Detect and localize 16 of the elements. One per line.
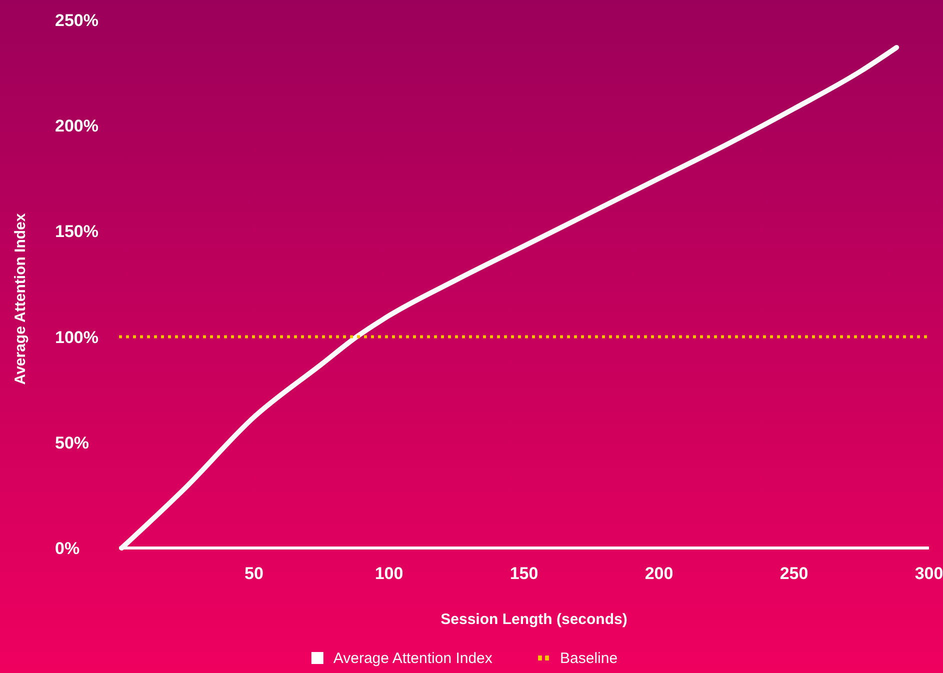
- legend-label: Average Attention Index: [333, 650, 493, 667]
- x-tick-label: 250: [780, 564, 808, 583]
- y-tick-label: 50%: [55, 433, 90, 452]
- y-tick-label: 0%: [55, 538, 80, 558]
- x-tick-label: 300: [914, 564, 943, 583]
- y-tick-label: 150%: [55, 222, 98, 242]
- x-tick-label: 50: [244, 564, 264, 583]
- y-axis-title: Average Attention Index: [12, 212, 29, 385]
- legend-label: Baseline: [560, 650, 618, 667]
- x-tick-label: 150: [510, 564, 538, 583]
- x-tick-label: 100: [374, 564, 404, 583]
- y-tick-label: 200%: [55, 116, 98, 136]
- y-tick-label: 250%: [55, 10, 98, 30]
- y-tick-label: 100%: [55, 328, 98, 347]
- x-tick-label: 200: [644, 564, 674, 583]
- x-axis-title: Session Length (seconds): [440, 611, 628, 628]
